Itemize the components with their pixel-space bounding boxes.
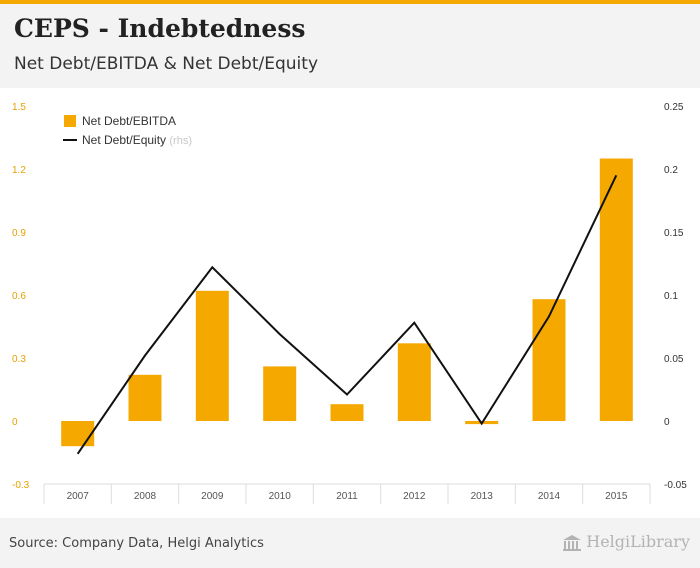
x-tick-label: 2011 [336, 491, 358, 502]
y-right-tick-label: 0.25 [664, 102, 684, 113]
x-tick-label: 2015 [605, 491, 628, 502]
bar-2012 [397, 343, 431, 421]
logo-text: HelgiLibrary [586, 532, 690, 551]
x-tick-label: 2013 [471, 491, 494, 502]
y-left-tick-label: 1.2 [12, 165, 26, 176]
chart-svg: 2007 2008 2009 2010 2011 2012 2013 2014 2015 -0.… [12, 102, 687, 504]
y-right-tick-label: 0 [664, 417, 670, 428]
legend-label-line: Net Debt/Equity (rhs) [82, 133, 192, 147]
x-tick-label: 2010 [269, 491, 292, 502]
y-left-tick-label: 0 [12, 417, 18, 428]
x-tick-label: 2007 [67, 491, 90, 502]
y-axis-left: -0.3 0 0.3 0.6 0.9 1.2 1.5 [12, 102, 30, 491]
bar-2009 [195, 290, 229, 421]
line-series [76, 174, 618, 455]
bar-2008 [128, 374, 162, 421]
y-right-tick-label: 0.2 [664, 165, 678, 176]
x-tick-label: 2008 [134, 491, 157, 502]
chart-subtitle: Net Debt/EBITDA & Net Debt/Equity [14, 54, 318, 74]
y-left-tick-label: 1.5 [12, 102, 26, 113]
chart-header: CEPS - Indebtedness Net Debt/EBITDA & Ne… [0, 4, 700, 88]
legend: Net Debt/EBITDA Net Debt/Equity (rhs) [63, 114, 192, 147]
bar-2011 [330, 404, 364, 421]
y-left-tick-label: -0.3 [12, 480, 30, 491]
y-right-tick-label: -0.05 [664, 480, 687, 491]
net-debt-equity-line [76, 174, 618, 455]
plot-area: 2007 2008 2009 2010 2011 2012 2013 2014 2015 -0.… [0, 88, 700, 518]
bar-2015 [599, 158, 633, 421]
bar-2014 [532, 299, 566, 421]
y-right-tick-label: 0.15 [664, 228, 684, 239]
x-tick-label: 2014 [538, 491, 561, 502]
legend-label-line-name: Net Debt/Equity [82, 133, 166, 147]
y-right-tick-label: 0.05 [664, 354, 684, 365]
bar-2010 [263, 366, 297, 421]
y-left-tick-label: 0.6 [12, 291, 26, 302]
legend-label-line-suffix: (rhs) [169, 135, 192, 147]
x-tick-label: 2012 [403, 491, 426, 502]
y-axis-right: -0.05 0 0.05 0.1 0.15 0.2 0.25 [664, 102, 687, 491]
bar-series [61, 158, 633, 447]
y-left-tick-label: 0.3 [12, 354, 26, 365]
chart-title: CEPS - Indebtedness [14, 14, 306, 43]
top-accent-bar [0, 0, 700, 4]
legend-label-bar: Net Debt/EBITDA [82, 114, 176, 128]
x-tick-label: 2009 [201, 491, 224, 502]
y-left-tick-label: 0.9 [12, 228, 26, 239]
library-building-icon [563, 535, 582, 551]
chart-footer: Source: Company Data, Helgi Analytics He… [0, 518, 700, 568]
y-right-tick-label: 0.1 [664, 291, 678, 302]
source-note: Source: Company Data, Helgi Analytics [9, 536, 264, 551]
bar-2007 [61, 421, 95, 447]
legend-swatch-bar [64, 115, 76, 127]
x-axis: 2007 2008 2009 2010 2011 2012 2013 2014 2015 [43, 483, 651, 504]
helgi-library-logo: HelgiLibrary [562, 532, 690, 551]
